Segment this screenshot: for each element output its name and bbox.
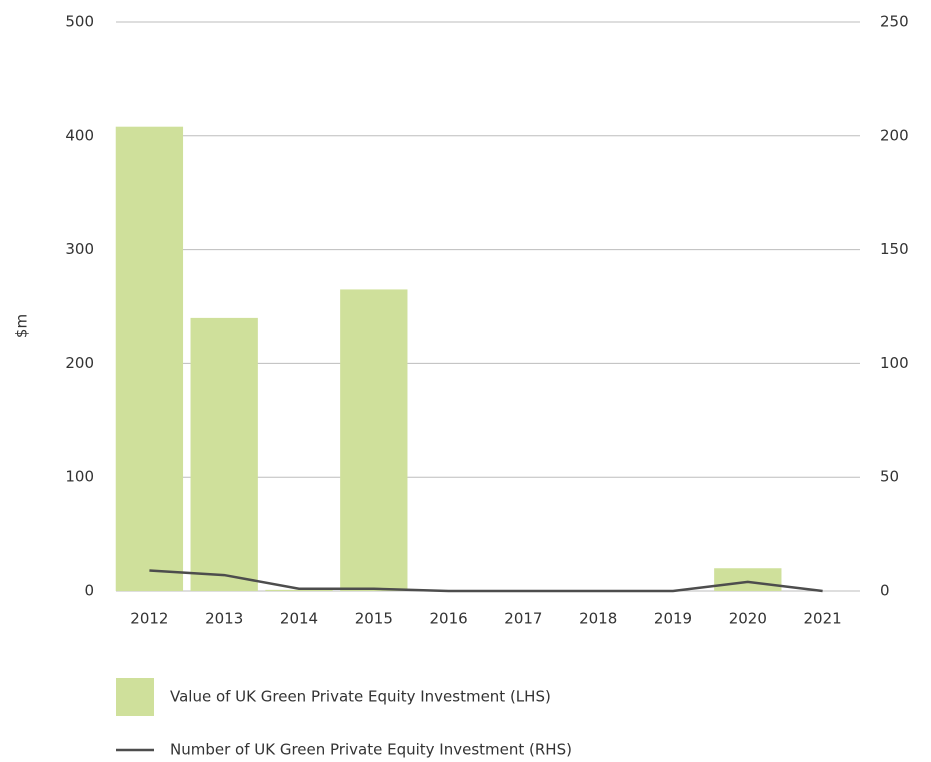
bar [340,289,408,591]
y2-tick-label: 100 [880,354,909,372]
y2-tick-label: 0 [880,582,890,600]
bar [265,589,333,591]
y2-tick-label: 250 [880,13,909,31]
x-tick-label: 2021 [804,610,842,628]
x-tick-label: 2017 [504,610,542,628]
x-tick-label: 2013 [205,610,243,628]
y-tick-label: 300 [65,240,94,258]
x-tick-label: 2015 [355,610,393,628]
x-tick-label: 2019 [654,610,692,628]
y-tick-label: 400 [65,126,94,144]
legend-label: Value of UK Green Private Equity Investm… [170,688,551,706]
bar [190,317,258,591]
y-axis-label: $m [13,314,31,338]
y2-tick-label: 150 [880,240,909,258]
x-tick-label: 2012 [130,610,168,628]
bar [115,126,184,592]
x-tick-label: 2018 [579,610,617,628]
x-tick-label: 2016 [430,610,468,628]
legend-swatch [116,678,154,716]
bar [714,568,782,591]
legend-label: Number of UK Green Private Equity Invest… [170,741,572,759]
y-tick-label: 100 [65,468,94,486]
y-tick-label: 0 [84,582,94,600]
x-tick-label: 2014 [280,610,318,628]
y-tick-label: 500 [65,13,94,31]
y-tick-label: 200 [65,354,94,372]
line [149,569,823,593]
y2-tick-label: 50 [880,468,899,486]
y2-tick-label: 200 [880,126,909,144]
x-tick-label: 2020 [729,610,767,628]
